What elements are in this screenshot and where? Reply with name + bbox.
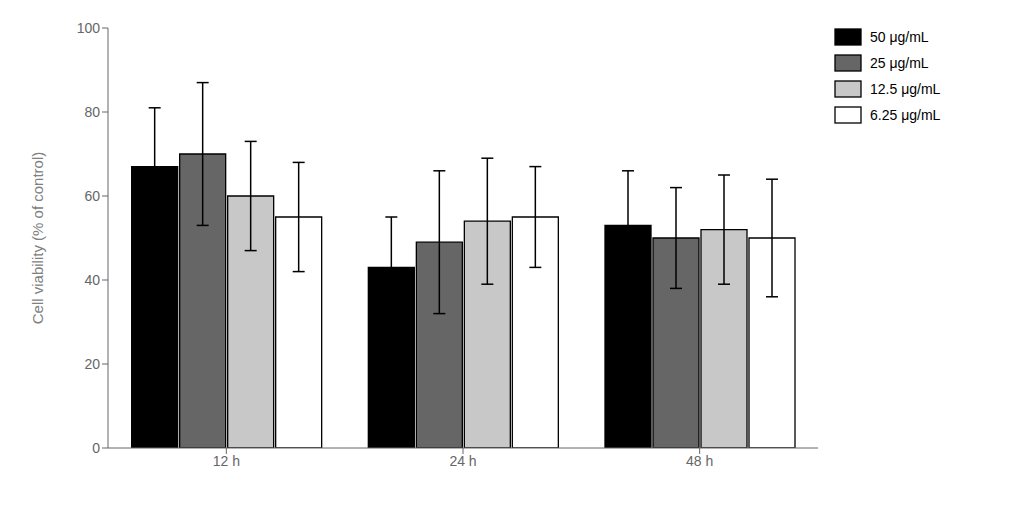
svg-text:80: 80 [84,104,100,120]
html-text:25 μg/mL: 25 μg/mL [870,55,929,71]
svg-text:Cell viability (% of control): Cell viability (% of control) [29,152,46,325]
html-text:12.5 μg/mL: 12.5 μg/mL [870,81,941,97]
svg-text:40: 40 [84,272,100,288]
svg-text:20: 20 [84,356,100,372]
html-text:6.25 μg/mL: 6.25 μg/mL [870,107,941,123]
svg-text:48 h: 48 h [686,453,713,469]
svg-text:60: 60 [84,188,100,204]
html-text:50 μg/mL: 50 μg/mL [870,29,929,45]
svg-text:24 h: 24 h [449,453,476,469]
svg-text:0: 0 [92,440,100,456]
svg-text:12 h: 12 h [213,453,240,469]
svg-text:100: 100 [77,20,101,36]
